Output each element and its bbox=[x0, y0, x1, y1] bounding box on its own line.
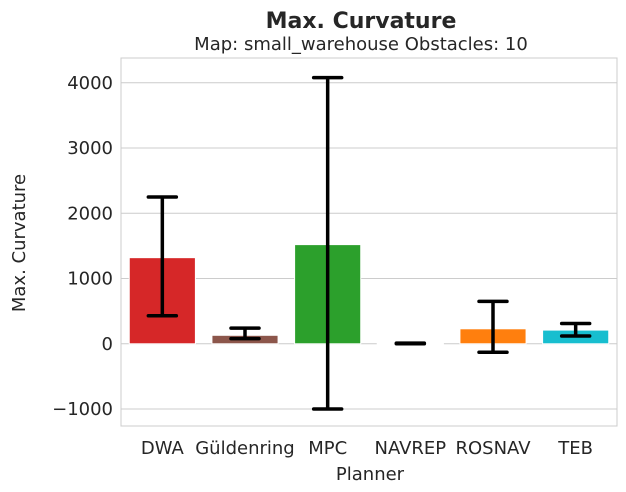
y-tick-label: 2000 bbox=[67, 203, 113, 224]
x-tick-label: TEB bbox=[557, 438, 593, 459]
chart-title: Max. Curvature bbox=[266, 9, 457, 34]
x-tick-label: NAVREP bbox=[374, 438, 446, 459]
y-tick-label: 0 bbox=[102, 334, 113, 355]
y-tick-label: 3000 bbox=[67, 138, 113, 159]
y-tick-label: −1000 bbox=[52, 399, 113, 420]
chart-subtitle: Map: small_warehouse Obstacles: 10 bbox=[194, 34, 528, 55]
plot-frame bbox=[120, 57, 618, 427]
grid bbox=[121, 82, 617, 410]
error-bars bbox=[146, 75, 592, 411]
y-tick-labels: −1000 0 1000 2000 3000 4000 bbox=[52, 73, 113, 420]
x-tick-labels: DWA Güldenring MPC NAVREP ROSNAV TEB bbox=[141, 438, 593, 459]
bars bbox=[128, 244, 610, 345]
y-axis-label: Max. Curvature bbox=[9, 174, 30, 312]
x-axis-label: Planner bbox=[336, 464, 405, 485]
x-tick-label: Güldenring bbox=[195, 438, 295, 459]
x-tick-label: ROSNAV bbox=[455, 438, 531, 459]
y-tick-label: 1000 bbox=[67, 269, 113, 290]
x-tick-label: MPC bbox=[308, 438, 347, 459]
x-tick-label: DWA bbox=[141, 438, 185, 459]
y-tick-label: 4000 bbox=[67, 73, 113, 94]
